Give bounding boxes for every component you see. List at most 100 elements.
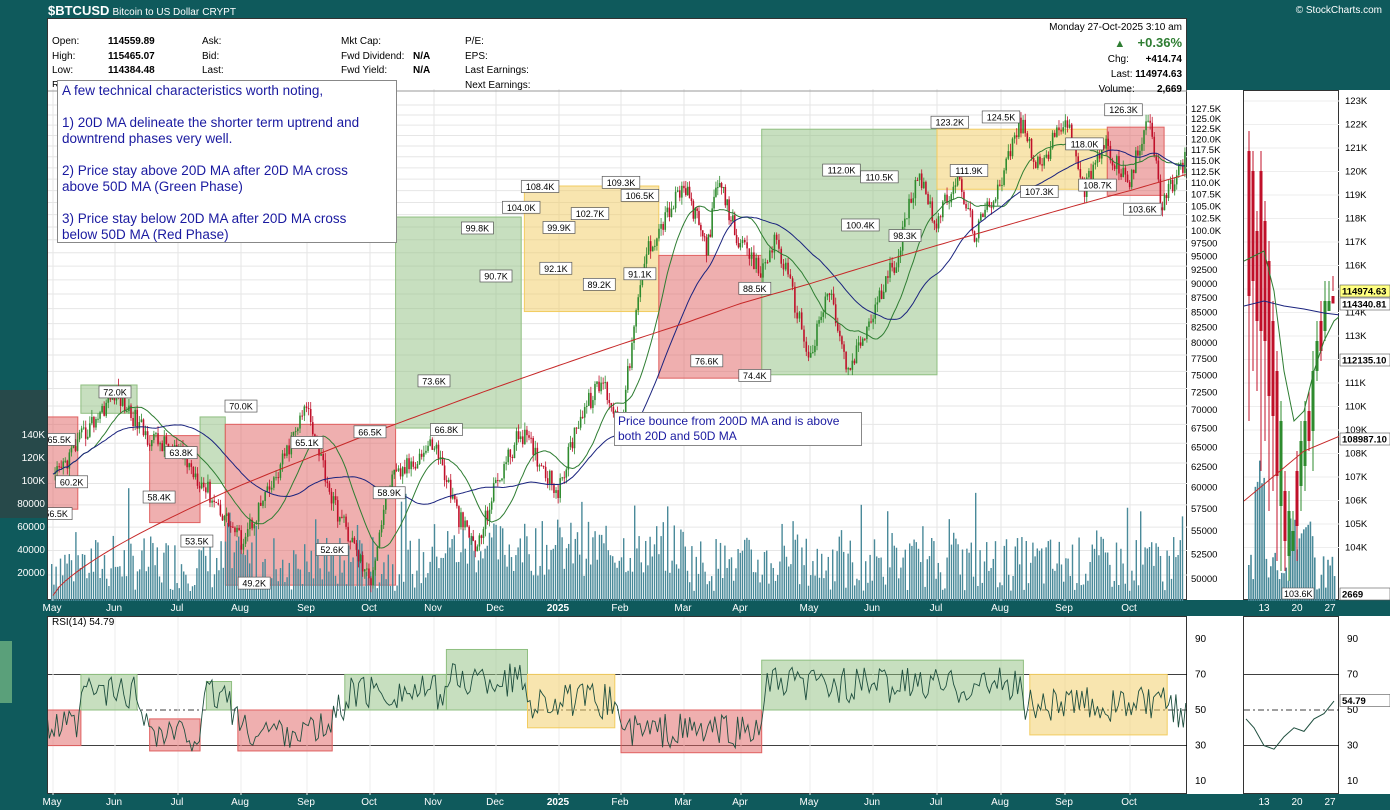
volume-bar	[86, 578, 88, 601]
fwd-yield-value: N/A	[413, 65, 431, 76]
candle	[839, 330, 841, 337]
volume-bar	[385, 579, 387, 601]
rsi-tick: 90	[1195, 634, 1207, 645]
price-label: 106.5K	[620, 189, 660, 202]
volume-bar	[429, 561, 431, 601]
candle	[762, 263, 764, 278]
candle	[540, 465, 543, 467]
volume-bar	[108, 586, 110, 601]
candle	[715, 187, 717, 197]
candle	[816, 323, 818, 346]
candle	[670, 208, 673, 217]
volume-bar	[268, 580, 271, 601]
candle	[1075, 146, 1077, 157]
volume-bar	[766, 550, 768, 601]
candle	[472, 536, 475, 541]
x-month-label: Jun	[106, 603, 122, 614]
volume-bar	[774, 580, 777, 601]
volume-bar	[620, 557, 623, 601]
volume-bar	[596, 559, 598, 601]
volume-bar	[609, 555, 612, 601]
volume-bar	[196, 568, 198, 601]
volume-bar	[224, 541, 227, 601]
candle	[1161, 207, 1164, 211]
price-label-text: 89.2K	[588, 280, 612, 290]
volume-bar	[561, 537, 563, 601]
candle	[253, 524, 256, 529]
price-label-box	[981, 110, 1021, 124]
rsi-chart	[48, 617, 1188, 795]
volume-bar	[407, 549, 409, 601]
volume-bar	[1126, 507, 1129, 601]
price-label: 52.6K	[315, 543, 349, 556]
volume-bar	[1052, 568, 1054, 601]
volume-bar	[1091, 544, 1093, 601]
volume-bar	[114, 566, 117, 601]
volume-bar	[301, 584, 304, 601]
price-label-box	[98, 385, 132, 399]
candle	[1159, 179, 1162, 208]
candle	[322, 453, 324, 461]
mini-candle	[1311, 371, 1315, 431]
quote-block-3: Mkt Cap: Fwd Dividend: N/A Fwd Yield: N/A	[341, 35, 430, 79]
candle	[575, 427, 578, 429]
volume-bar	[614, 562, 616, 601]
volume-bar	[684, 546, 686, 601]
volume-bar	[1016, 538, 1019, 601]
volume-bar	[1162, 581, 1164, 601]
volume-bar	[627, 570, 629, 601]
volume-bar	[374, 557, 376, 601]
price-label-box	[1065, 137, 1104, 151]
volume-bar	[898, 578, 900, 601]
ma200-line	[52, 174, 1186, 596]
volume-bar	[216, 557, 218, 601]
candle	[528, 435, 530, 438]
candle	[709, 234, 712, 237]
volume-bar	[961, 549, 964, 601]
volume-bar	[917, 548, 920, 601]
volume-bar	[966, 548, 968, 601]
volume-bar	[198, 549, 200, 601]
price-label-box	[1123, 202, 1162, 216]
candle	[594, 384, 596, 401]
candle	[470, 536, 472, 538]
volume-bar	[477, 560, 480, 601]
candle	[336, 500, 339, 522]
volume-bar	[502, 528, 504, 601]
mini-volume-bar	[1278, 579, 1281, 601]
candle	[60, 466, 62, 468]
volume-bar	[891, 533, 893, 601]
candle	[876, 302, 879, 305]
candle	[194, 473, 197, 478]
price-label-text: 98.3K	[893, 231, 917, 241]
price-tick: 100.0K	[1191, 226, 1222, 237]
mini-volume-bar	[1248, 565, 1250, 601]
volume-bar	[255, 525, 257, 601]
candle	[524, 429, 526, 445]
price-label-box	[860, 170, 899, 184]
volume-bar	[755, 572, 757, 601]
volume-bar	[121, 576, 123, 601]
candle	[690, 198, 693, 202]
rsi-mini-tick: 90	[1347, 634, 1359, 645]
candle	[281, 453, 284, 465]
candle	[410, 461, 412, 470]
candle	[590, 392, 592, 408]
candle	[363, 569, 366, 572]
volume-bar	[207, 571, 209, 601]
volume-bar	[904, 549, 906, 601]
volume-bar	[1164, 590, 1166, 601]
volume-bar	[557, 519, 559, 601]
volume-bar	[1080, 585, 1082, 601]
price-label-text: 99.8K	[466, 223, 490, 233]
candle	[211, 500, 213, 503]
candle	[1013, 135, 1016, 139]
volume-bar	[451, 539, 453, 601]
candle	[534, 447, 537, 455]
mini-badge-ma50-box	[1339, 297, 1390, 311]
price-label: 74.4K	[738, 369, 772, 382]
price-label-text: 65.1K	[295, 438, 319, 448]
candle	[1111, 160, 1114, 166]
candle	[818, 320, 820, 324]
mini-tick: 118K	[1345, 214, 1367, 225]
